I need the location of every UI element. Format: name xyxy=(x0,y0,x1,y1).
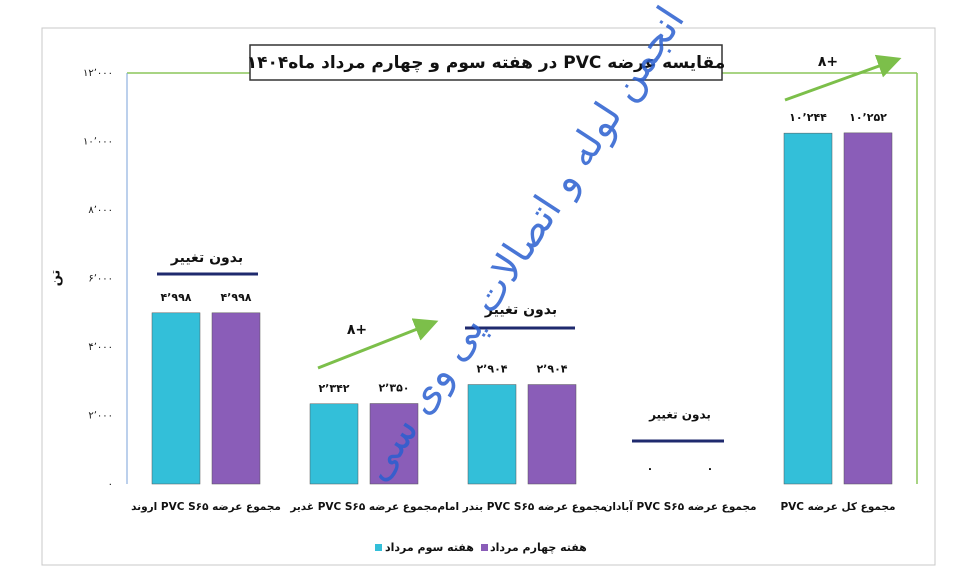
annotation: بدون تغییر xyxy=(648,408,711,423)
annotation-arrow xyxy=(784,54,902,102)
y-tick-label: ۰ xyxy=(108,479,113,490)
bar xyxy=(467,384,517,485)
annotation: +۸ xyxy=(818,54,838,70)
value-label: ۲٬۳۴۲ xyxy=(318,382,349,395)
value-label: ۴٬۹۹۸ xyxy=(220,291,251,304)
value-label: ۴٬۹۹۸ xyxy=(160,291,191,304)
legend-label: هفته سوم مرداد xyxy=(385,541,474,554)
annotation: بدون تغییر xyxy=(484,302,557,318)
x-tick-label: مجموع کل عرضه PVC xyxy=(780,501,895,513)
y-tick-label: ۴٬۰۰۰ xyxy=(88,342,113,353)
x-tick-label: مجموع عرضه PVC S۶۵ آبادان xyxy=(603,500,756,513)
value-label: ۱۰٬۲۵۲ xyxy=(849,111,887,124)
chart-title: مقایسه عرضه PVC در هفته سوم و چهارم مردا… xyxy=(247,53,726,73)
y-tick-label: ۱۰٬۰۰۰ xyxy=(83,137,113,148)
bar xyxy=(527,384,577,485)
bar xyxy=(843,132,893,485)
value-label: ۰ xyxy=(647,462,654,475)
x-tick-label: مجموع عرضه PVC S۶۵ غدیر xyxy=(289,501,437,513)
value-label: ۲٬۹۰۴ xyxy=(536,363,567,376)
y-tick-label: ۱۲٬۰۰۰ xyxy=(83,68,113,79)
y-axis-label: تن xyxy=(49,270,64,287)
annotation: +۸ xyxy=(347,322,367,338)
title-box xyxy=(249,44,723,81)
value-label: ۲٬۳۵۰ xyxy=(378,382,409,395)
value-label: ۰ xyxy=(707,462,714,475)
y-tick-label: ۶٬۰۰۰ xyxy=(88,274,113,285)
value-label: ۲٬۹۰۴ xyxy=(476,363,507,376)
bar xyxy=(151,312,201,485)
annotation-arrow xyxy=(317,318,439,370)
value-label: ۱۰٬۲۴۴ xyxy=(789,111,827,124)
annotation: بدون تغییر xyxy=(170,250,243,266)
x-tick-label: مجموع عرضه PVC S۶۵ بندر امام xyxy=(437,501,606,513)
bar xyxy=(783,132,833,485)
legend-label: هفته چهارم مرداد xyxy=(490,541,587,554)
y-tick-label: ۲٬۰۰۰ xyxy=(88,411,113,422)
bar xyxy=(309,403,359,485)
plot: ۰ ۲٬۰۰۰ ۴٬۰۰۰ ۶٬۰۰۰ ۸٬۰۰۰ ۱۰٬۰۰۰ ۱۲٬۰۰۰ مجموع ع… xyxy=(83,54,896,554)
bar xyxy=(369,403,419,485)
legend-swatch xyxy=(481,544,488,551)
bar xyxy=(211,312,261,485)
x-tick-label: مجموع عرضه PVC S۶۵ اروند xyxy=(131,501,281,513)
legend-swatch xyxy=(375,544,382,551)
y-tick-label: ۸٬۰۰۰ xyxy=(88,205,113,216)
